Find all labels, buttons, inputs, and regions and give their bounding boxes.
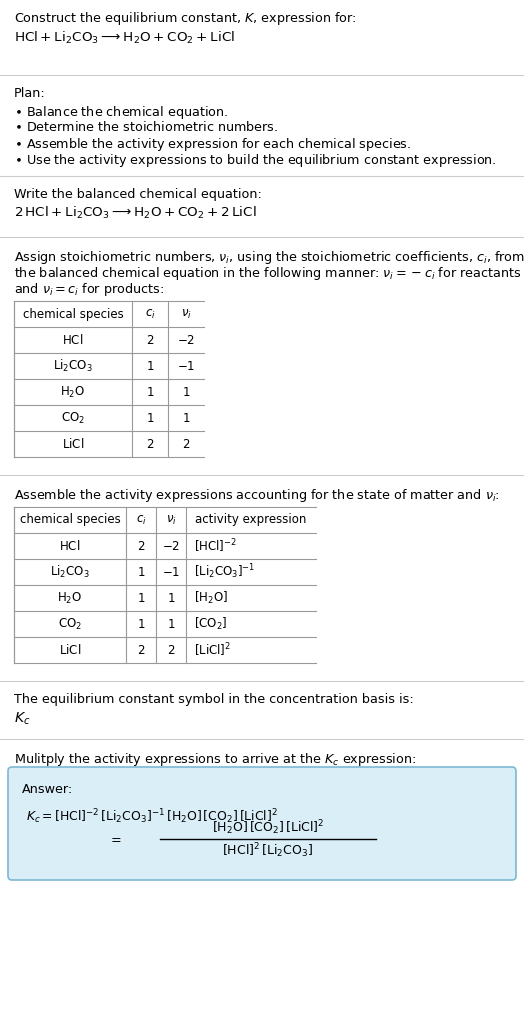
Text: 2: 2 [182, 437, 190, 451]
Text: $[\mathrm{LiCl}]^2$: $[\mathrm{LiCl}]^2$ [194, 641, 231, 659]
Text: $\mathrm{H_2O}$: $\mathrm{H_2O}$ [60, 385, 85, 400]
Text: $[\mathrm{H_2O}]\, [\mathrm{CO_2}]\, [\mathrm{LiCl}]^2$: $[\mathrm{H_2O}]\, [\mathrm{CO_2}]\, [\m… [212, 818, 324, 837]
Text: Answer:: Answer: [22, 783, 73, 796]
Text: $\bullet$ Assemble the activity expression for each chemical species.: $\bullet$ Assemble the activity expressi… [14, 136, 411, 153]
Text: $=$: $=$ [108, 832, 122, 845]
Text: the balanced chemical equation in the following manner: $\nu_i = -c_i$ for react: the balanced chemical equation in the fo… [14, 265, 521, 282]
Text: 1: 1 [182, 386, 190, 399]
Text: $[\mathrm{H_2O}]$: $[\mathrm{H_2O}]$ [194, 590, 228, 606]
Text: 1: 1 [146, 411, 154, 424]
Text: $-2$: $-2$ [162, 540, 180, 552]
Text: $[\mathrm{HCl}]^{-2}$: $[\mathrm{HCl}]^{-2}$ [194, 537, 237, 555]
FancyBboxPatch shape [8, 767, 516, 880]
Text: $\mathrm{LiCl}$: $\mathrm{LiCl}$ [62, 437, 84, 451]
Text: 1: 1 [146, 386, 154, 399]
Text: $-2$: $-2$ [177, 334, 195, 346]
Text: 1: 1 [137, 565, 145, 579]
Text: $\bullet$ Balance the chemical equation.: $\bullet$ Balance the chemical equation. [14, 104, 228, 121]
Text: 1: 1 [137, 592, 145, 605]
Text: Mulitply the activity expressions to arrive at the $K_c$ expression:: Mulitply the activity expressions to arr… [14, 751, 416, 768]
Text: 2: 2 [146, 437, 154, 451]
Text: $K_c$: $K_c$ [14, 710, 30, 728]
Text: $\nu_i$: $\nu_i$ [181, 308, 191, 321]
Text: Assemble the activity expressions accounting for the state of matter and $\nu_i$: Assemble the activity expressions accoun… [14, 487, 500, 504]
Text: 2: 2 [137, 644, 145, 657]
Text: $\mathrm{Li_2CO_3}$: $\mathrm{Li_2CO_3}$ [50, 564, 90, 580]
Text: $\mathrm{HCl}$: $\mathrm{HCl}$ [59, 539, 81, 553]
Text: $-1$: $-1$ [162, 565, 180, 579]
Text: $[\mathrm{Li_2CO_3}]^{-1}$: $[\mathrm{Li_2CO_3}]^{-1}$ [194, 562, 255, 582]
Text: $\nu_i$: $\nu_i$ [166, 514, 177, 527]
Text: $\bullet$ Determine the stoichiometric numbers.: $\bullet$ Determine the stoichiometric n… [14, 120, 278, 134]
Text: Construct the equilibrium constant, $K$, expression for:: Construct the equilibrium constant, $K$,… [14, 10, 357, 27]
Text: The equilibrium constant symbol in the concentration basis is:: The equilibrium constant symbol in the c… [14, 693, 414, 706]
Text: Assign stoichiometric numbers, $\nu_i$, using the stoichiometric coefficients, $: Assign stoichiometric numbers, $\nu_i$, … [14, 249, 524, 266]
Text: $\mathrm{CO_2}$: $\mathrm{CO_2}$ [61, 410, 85, 425]
Text: $\mathrm{CO_2}$: $\mathrm{CO_2}$ [58, 616, 82, 631]
Text: $\mathrm{Li_2CO_3}$: $\mathrm{Li_2CO_3}$ [53, 358, 93, 375]
Text: 1: 1 [146, 359, 154, 373]
Text: $[\mathrm{CO_2}]$: $[\mathrm{CO_2}]$ [194, 616, 227, 632]
Text: $[\mathrm{HCl}]^2\, [\mathrm{Li_2CO_3}]$: $[\mathrm{HCl}]^2\, [\mathrm{Li_2CO_3}]$ [222, 841, 313, 860]
Text: and $\nu_i = c_i$ for products:: and $\nu_i = c_i$ for products: [14, 281, 164, 298]
Text: Plan:: Plan: [14, 87, 46, 100]
Text: chemical species: chemical species [19, 514, 121, 527]
Text: Write the balanced chemical equation:: Write the balanced chemical equation: [14, 188, 262, 201]
Text: $2\, \mathrm{HCl} + \mathrm{Li_2CO_3} \longrightarrow \mathrm{H_2O} + \mathrm{CO: $2\, \mathrm{HCl} + \mathrm{Li_2CO_3} \l… [14, 205, 257, 221]
Text: 2: 2 [146, 334, 154, 346]
Text: $K_c = [\mathrm{HCl}]^{-2}\, [\mathrm{Li_2CO_3}]^{-1}\, [\mathrm{H_2O}]\, [\math: $K_c = [\mathrm{HCl}]^{-2}\, [\mathrm{Li… [26, 807, 278, 825]
Text: $\mathrm{HCl} + \mathrm{Li_2CO_3} \longrightarrow \mathrm{H_2O} + \mathrm{CO_2} : $\mathrm{HCl} + \mathrm{Li_2CO_3} \longr… [14, 30, 235, 46]
Text: $c_i$: $c_i$ [145, 308, 155, 321]
Text: $\mathrm{HCl}$: $\mathrm{HCl}$ [62, 333, 84, 347]
Text: $\bullet$ Use the activity expressions to build the equilibrium constant express: $\bullet$ Use the activity expressions t… [14, 152, 497, 170]
Text: 1: 1 [167, 592, 174, 605]
Text: activity expression: activity expression [195, 514, 307, 527]
Text: $-1$: $-1$ [177, 359, 195, 373]
Text: $\mathrm{LiCl}$: $\mathrm{LiCl}$ [59, 642, 81, 657]
Text: $c_i$: $c_i$ [136, 514, 146, 527]
Text: $\mathrm{H_2O}$: $\mathrm{H_2O}$ [58, 591, 83, 606]
Text: 1: 1 [167, 617, 174, 630]
Text: 1: 1 [137, 617, 145, 630]
Text: 1: 1 [182, 411, 190, 424]
Text: 2: 2 [137, 540, 145, 552]
Text: chemical species: chemical species [23, 308, 123, 321]
Text: 2: 2 [167, 644, 174, 657]
